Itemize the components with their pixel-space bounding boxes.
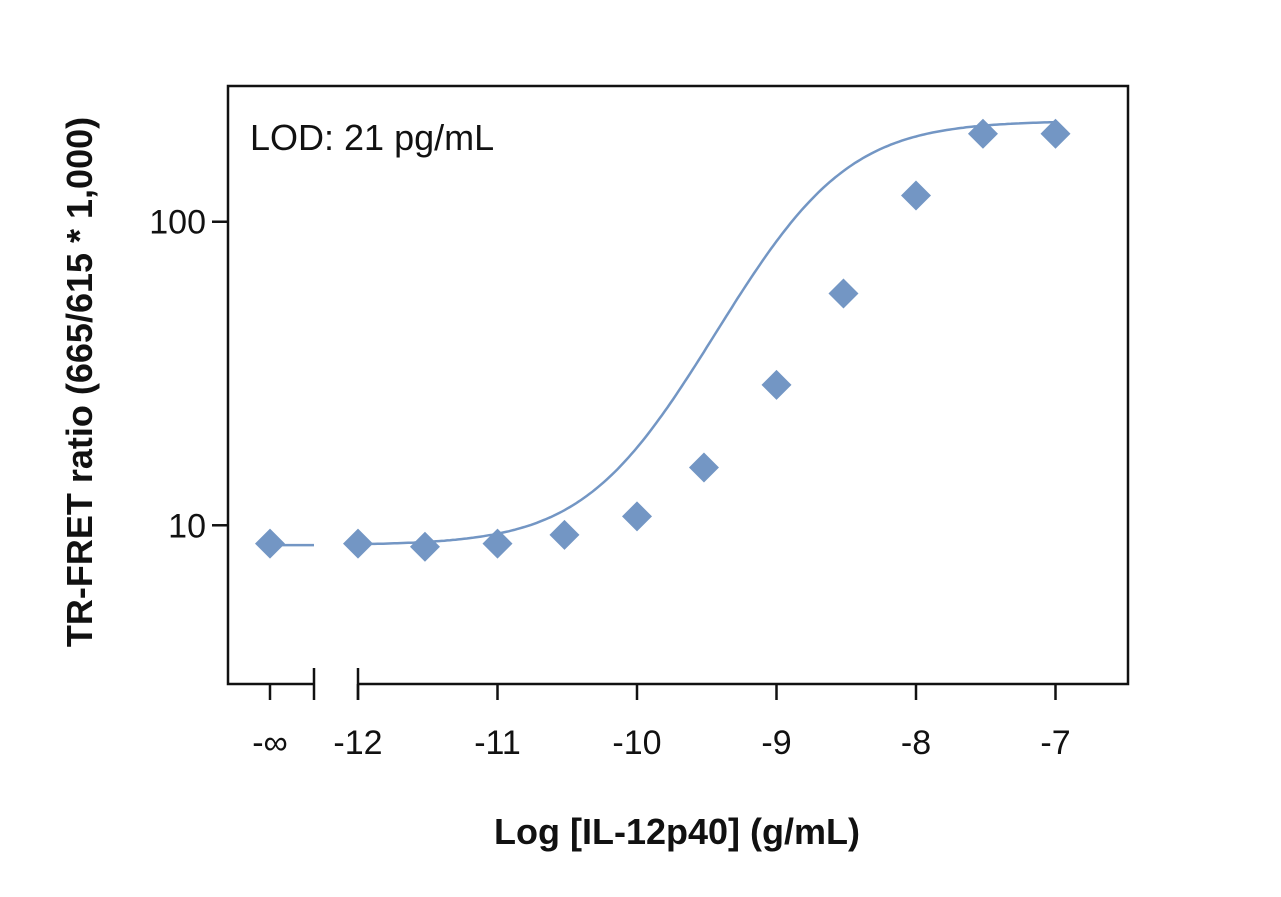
fit-curve-layer	[270, 120, 1056, 547]
data-point-9	[901, 180, 931, 211]
data-point-4	[549, 519, 580, 550]
data-point-11	[1040, 118, 1071, 149]
x-tick-label--∞: -∞	[252, 724, 288, 762]
x-tick-label--8: -8	[901, 724, 931, 762]
plot-frame	[226, 84, 1130, 686]
y-tick-label-10: 10	[168, 507, 206, 545]
x-tick-label--11: -11	[474, 724, 521, 762]
x-tick-label--7: -7	[1040, 724, 1070, 762]
data-points	[255, 118, 1071, 562]
data-point-8	[828, 278, 859, 309]
data-point-7	[761, 369, 792, 400]
data-point-0	[255, 528, 285, 559]
data-point-1	[343, 528, 373, 559]
y-axis: 10 100	[149, 204, 228, 545]
y-tick-label-100: 100	[149, 204, 206, 242]
x-axis: -∞ -12 -11 -10 -9 -8 -7	[252, 668, 1071, 762]
x-axis-title: Log [IL-12p40] (g/mL)	[494, 811, 860, 852]
lod-annotation: LOD: 21 pg/mL	[250, 117, 494, 158]
data-point-5	[622, 501, 652, 532]
fit-curve	[358, 120, 1056, 546]
data-point-6	[688, 452, 719, 483]
data-point-3	[482, 528, 513, 559]
y-axis-title: TR-FRET ratio (665/615 * 1,000)	[59, 117, 100, 647]
data-point-10	[967, 118, 998, 149]
x-tick-label--9: -9	[761, 724, 791, 762]
x-tick-label--10: -10	[612, 724, 661, 762]
data-point-2	[409, 531, 440, 562]
x-tick-label--12: -12	[333, 724, 382, 762]
